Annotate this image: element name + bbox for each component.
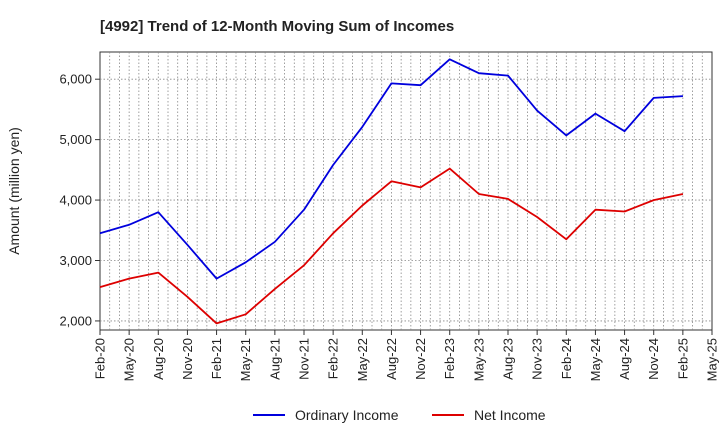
x-tick-label: Feb-25 [675, 338, 690, 379]
y-tick-label: 5,000 [59, 132, 92, 147]
x-tick-label: Feb-24 [559, 338, 574, 379]
x-tick-label: May-24 [588, 338, 603, 381]
legend: Ordinary Income Net Income [253, 407, 546, 423]
x-tick-label: Nov-23 [530, 338, 545, 380]
plot-area [99, 51, 713, 331]
series-lines [99, 58, 684, 325]
series-line-net-income [99, 167, 684, 325]
x-tick-label: May-25 [705, 338, 720, 381]
y-axis: 2,000 3,000 4,000 5,000 6,000 [59, 72, 100, 328]
x-tick-label: Nov-24 [646, 338, 661, 380]
legend-label: Ordinary Income [295, 407, 399, 423]
y-tick-label: 3,000 [59, 253, 92, 268]
x-tick-label: Nov-22 [413, 338, 428, 380]
x-tick-label: Nov-20 [180, 338, 195, 380]
x-tick-label: May-22 [355, 338, 370, 381]
x-tick-label: Aug-21 [267, 338, 282, 380]
x-tick-label: Aug-24 [617, 338, 632, 380]
y-tick-label: 4,000 [59, 193, 92, 208]
x-tick-label: Feb-23 [442, 338, 457, 379]
y-axis-label: Amount (million yen) [6, 127, 22, 255]
y-tick-label: 6,000 [59, 72, 92, 87]
x-tick-label: May-20 [122, 338, 137, 381]
x-tick-label: Feb-21 [209, 338, 224, 379]
x-tick-label: Nov-21 [297, 338, 312, 380]
x-tick-label: Feb-20 [93, 338, 108, 379]
x-tick-label: May-23 [471, 338, 486, 381]
x-tick-label: Aug-20 [151, 338, 166, 380]
chart-title: [4992] Trend of 12-Month Moving Sum of I… [100, 18, 454, 35]
x-tick-label: Feb-22 [326, 338, 341, 379]
legend-label: Net Income [474, 407, 546, 423]
y-tick-label: 2,000 [59, 313, 92, 328]
x-axis: Feb-20 May-20 Aug-20 Nov-20 Feb-21 May-21 Aug-… [93, 330, 720, 381]
x-tick-label: Aug-23 [501, 338, 516, 380]
series-line-ordinary-income [99, 58, 683, 280]
gridlines [100, 52, 712, 330]
x-tick-label: May-21 [238, 338, 253, 381]
x-tick-label: Aug-22 [384, 338, 399, 380]
